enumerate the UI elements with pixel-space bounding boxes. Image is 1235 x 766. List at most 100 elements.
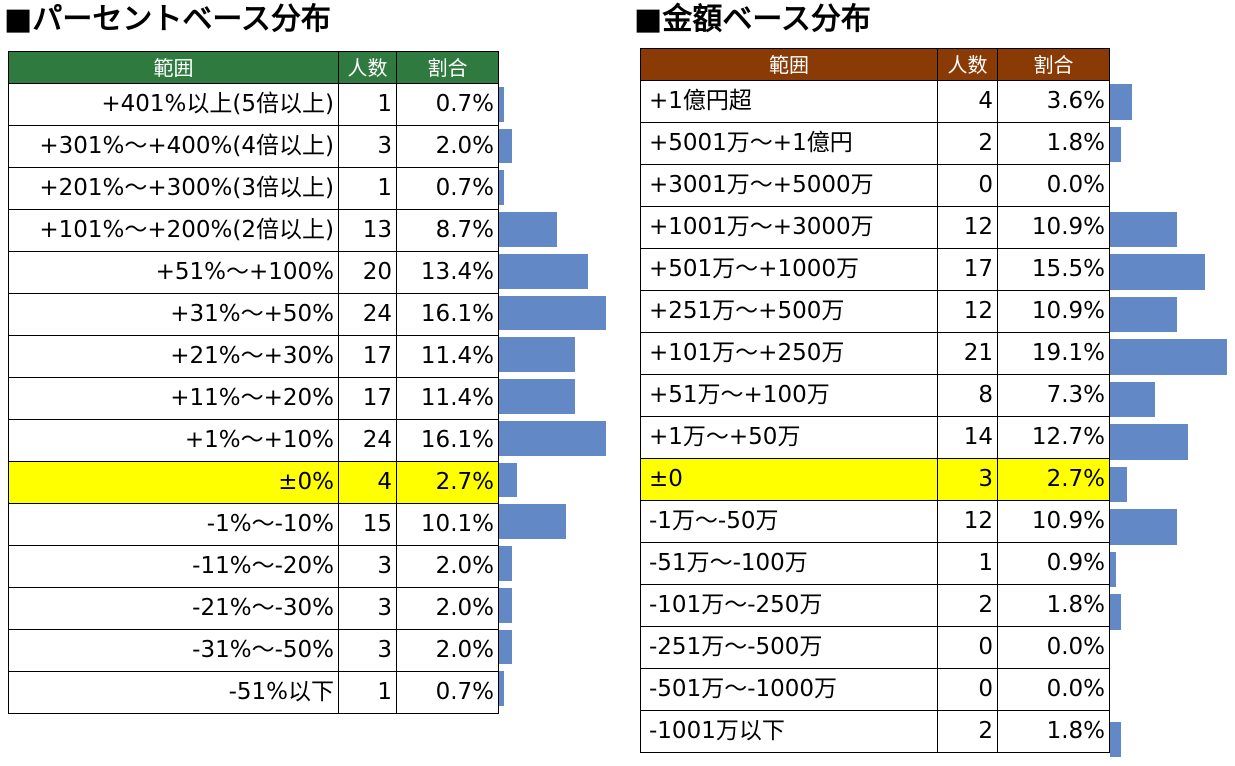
table-row: -21%～-30% 3 2.0% xyxy=(8,587,499,630)
range-cell: +5001万～+1億円 xyxy=(640,122,938,165)
range-cell: +1001万～+3000万 xyxy=(640,206,938,249)
table-row: -51万～-100万 1 0.9% xyxy=(640,542,1110,585)
table-row: +11%～+20% 17 11.4% xyxy=(8,377,499,420)
amount-distribution-title: ■金額ベース分布 xyxy=(634,2,871,37)
count-cell: 4 xyxy=(937,80,998,123)
ratio-cell: 11.4% xyxy=(396,377,499,420)
percent-distribution-table: 範囲 人数 割合 +401%以上(5倍以上) 1 0.7% +301%～+400%(4… xyxy=(8,51,499,714)
range-cell: +101万～+250万 xyxy=(640,332,938,375)
bar xyxy=(1110,339,1227,375)
table-row: +1億円超 4 3.6% xyxy=(640,80,1110,123)
range-cell: +201%～+300%(3倍以上) xyxy=(8,167,339,210)
bar xyxy=(499,629,513,665)
count-cell: 2 xyxy=(937,584,998,627)
ratio-cell: 2.7% xyxy=(396,461,499,504)
ratio-cell: 0.0% xyxy=(997,668,1110,711)
range-cell: +3001万～+5000万 xyxy=(640,164,938,207)
amount-distribution-bars xyxy=(1110,81,1230,761)
table-header-row: 範囲 人数 割合 xyxy=(640,48,1110,81)
bar xyxy=(499,671,504,706)
range-cell: -501万～-1000万 xyxy=(640,668,938,711)
range-cell: +1万～+50万 xyxy=(640,416,938,459)
header-range: 範囲 xyxy=(640,48,938,81)
count-cell: 0 xyxy=(937,668,998,711)
table-row: +101万～+250万 21 19.1% xyxy=(640,332,1110,375)
range-cell: +31%～+50% xyxy=(8,293,339,336)
count-cell: 3 xyxy=(338,587,397,630)
count-cell: 0 xyxy=(937,164,998,207)
ratio-cell: 0.0% xyxy=(997,164,1110,207)
count-cell: 15 xyxy=(338,503,397,546)
count-cell: 24 xyxy=(338,419,397,462)
range-cell: +101%～+200%(2倍以上) xyxy=(8,209,339,252)
table-row: -31%～-50% 3 2.0% xyxy=(8,629,499,672)
table-row: +301%～+400%(4倍以上) 3 2.0% xyxy=(8,125,499,168)
bar xyxy=(1110,509,1177,545)
range-cell: +301%～+400%(4倍以上) xyxy=(8,125,339,168)
bar xyxy=(1110,254,1205,290)
ratio-cell: 19.1% xyxy=(997,332,1110,375)
ratio-cell: 0.7% xyxy=(396,167,499,210)
table-row: -1001万以下 2 1.8% xyxy=(640,710,1110,753)
ratio-cell: 12.7% xyxy=(997,416,1110,459)
range-cell: -31%～-50% xyxy=(8,629,339,672)
table-row: +51%～+100% 20 13.4% xyxy=(8,251,499,294)
ratio-cell: 3.6% xyxy=(997,80,1110,123)
ratio-cell: 10.9% xyxy=(997,206,1110,249)
header-ratio: 割合 xyxy=(997,48,1110,81)
table-row: -11%～-20% 3 2.0% xyxy=(8,545,499,588)
bar xyxy=(1110,296,1177,332)
table-row: +3001万～+5000万 0 0.0% xyxy=(640,164,1110,207)
range-cell: +51%～+100% xyxy=(8,251,339,294)
range-cell: -51%以下 xyxy=(8,671,339,714)
table-row: +501万～+1000万 17 15.5% xyxy=(640,248,1110,291)
table-row: -101万～-250万 2 1.8% xyxy=(640,584,1110,627)
count-cell: 2 xyxy=(937,710,998,753)
range-cell: -21%～-30% xyxy=(8,587,339,630)
range-cell: -101万～-250万 xyxy=(640,584,938,627)
range-cell: -1%～-10% xyxy=(8,503,339,546)
bar xyxy=(499,295,606,331)
header-count: 人数 xyxy=(338,51,397,84)
range-cell: -51万～-100万 xyxy=(640,542,938,585)
bar xyxy=(499,337,575,373)
bar xyxy=(1110,424,1188,460)
bar xyxy=(1110,126,1122,162)
table-row: ±0 3 2.7% xyxy=(640,458,1110,501)
table-header-row: 範囲 人数 割合 xyxy=(8,51,499,84)
table-row: +251万～+500万 12 10.9% xyxy=(640,290,1110,333)
count-cell: 2 xyxy=(937,122,998,165)
table-row: +21%～+30% 17 11.4% xyxy=(8,335,499,378)
ratio-cell: 0.0% xyxy=(997,626,1110,669)
ratio-cell: 10.9% xyxy=(997,290,1110,333)
bar xyxy=(499,504,567,540)
percent-distribution-title: ■パーセントベース分布 xyxy=(4,2,331,37)
bar xyxy=(499,546,513,581)
count-cell: 3 xyxy=(937,458,998,501)
range-cell: +11%～+20% xyxy=(8,377,339,420)
count-cell: 3 xyxy=(338,125,397,168)
bar xyxy=(499,253,589,289)
ratio-cell: 1.8% xyxy=(997,710,1110,753)
ratio-cell: 16.1% xyxy=(396,419,499,462)
table-row: +5001万～+1億円 2 1.8% xyxy=(640,122,1110,165)
count-cell: 1 xyxy=(338,671,397,714)
ratio-cell: 10.9% xyxy=(997,500,1110,543)
range-cell: +251万～+500万 xyxy=(640,290,938,333)
range-cell: -1万～-50万 xyxy=(640,500,938,543)
ratio-cell: 15.5% xyxy=(997,248,1110,291)
bar xyxy=(1110,84,1133,120)
table-row: +201%～+300%(3倍以上) 1 0.7% xyxy=(8,167,499,210)
ratio-cell: 2.0% xyxy=(396,629,499,672)
count-cell: 20 xyxy=(338,251,397,294)
table-row: +1万～+50万 14 12.7% xyxy=(640,416,1110,459)
table-row: +401%以上(5倍以上) 1 0.7% xyxy=(8,83,499,126)
range-cell: +401%以上(5倍以上) xyxy=(8,83,339,126)
count-cell: 12 xyxy=(937,290,998,333)
table-row: -501万～-1000万 0 0.0% xyxy=(640,668,1110,711)
count-cell: 1 xyxy=(338,167,397,210)
range-cell: ±0 xyxy=(640,458,938,501)
amount-distribution-table: 範囲 人数 割合 +1億円超 4 3.6% +5001万～+1億円 2 1.8% +3001… xyxy=(640,48,1110,753)
ratio-cell: 13.4% xyxy=(396,251,499,294)
count-cell: 12 xyxy=(937,206,998,249)
